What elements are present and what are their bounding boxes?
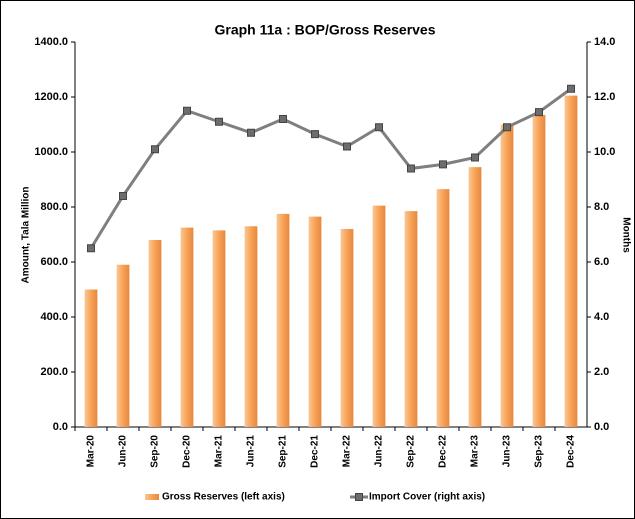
- line-marker: [279, 115, 287, 123]
- legend-swatch: [145, 494, 159, 500]
- line-marker: [119, 192, 127, 200]
- line-marker: [503, 123, 511, 132]
- x-tick-label: Sep-20: [150, 435, 161, 468]
- line-marker: [87, 244, 95, 253]
- x-tick-label: Jun-20: [118, 435, 129, 468]
- legend-label: Import Cover (right axis): [369, 492, 485, 503]
- y2-tick-label: 2.0: [594, 366, 609, 378]
- y2-axis-title: Months: [620, 217, 631, 253]
- x-tick-label: Mar-21: [214, 435, 225, 468]
- chart-title: Graph 11a : BOP/Gross Reserves: [215, 22, 436, 38]
- y-tick-label: 800.0: [40, 201, 68, 213]
- x-tick-label: Jun-23: [502, 435, 513, 468]
- line-marker: [439, 160, 447, 169]
- x-tick-label: Mar-20: [86, 435, 97, 468]
- x-tick-label: Dec-22: [438, 435, 449, 468]
- bar: [148, 240, 162, 427]
- line-marker: [151, 145, 159, 154]
- bar: [116, 264, 130, 427]
- y-tick-label: 600.0: [40, 256, 68, 268]
- y-tick-label: 1000.0: [34, 146, 68, 158]
- y-tick-label: 400.0: [40, 311, 68, 323]
- line-marker: [471, 153, 479, 162]
- x-tick-label: Jun-21: [246, 435, 257, 468]
- y-tick-label: 1200.0: [34, 91, 68, 103]
- x-tick-label: Mar-22: [342, 435, 353, 468]
- bar: [500, 124, 514, 427]
- y-axis-title: Amount, Tala Million: [21, 186, 32, 283]
- y2-tick-label: 6.0: [594, 256, 609, 268]
- line-marker: [183, 106, 191, 115]
- x-tick-label: Dec-24: [566, 435, 577, 468]
- line-marker: [311, 130, 319, 139]
- line-marker: [535, 108, 543, 117]
- line-marker: [407, 164, 415, 173]
- bar: [180, 227, 194, 427]
- y2-tick-label: 8.0: [594, 201, 609, 213]
- bar: [372, 205, 386, 427]
- x-tick-label: Sep-23: [534, 435, 545, 468]
- bar: [436, 189, 450, 427]
- bar: [244, 226, 258, 427]
- bar: [308, 216, 322, 427]
- y2-tick-label: 12.0: [594, 91, 615, 103]
- line-marker: [567, 84, 575, 93]
- x-tick-label: Sep-21: [278, 435, 289, 468]
- bar: [564, 95, 578, 427]
- x-tick-label: Jun-22: [374, 435, 385, 468]
- x-tick-label: Sep-22: [406, 435, 417, 468]
- bar: [212, 230, 226, 427]
- line: [89, 87, 572, 250]
- line-marker: [375, 123, 383, 132]
- bar: [84, 289, 98, 427]
- x-tick-label: Dec-21: [310, 435, 321, 468]
- legend-marker: [355, 493, 363, 501]
- y2-tick-label: 14.0: [594, 36, 615, 48]
- x-tick-label: Dec-20: [182, 435, 193, 468]
- line-marker: [343, 142, 351, 151]
- y-tick-label: 1400.0: [34, 36, 68, 48]
- line-marker: [247, 128, 255, 137]
- bar: [532, 114, 546, 427]
- y2-tick-label: 10.0: [594, 146, 615, 158]
- y2-tick-label: 0.0: [594, 421, 609, 433]
- y-tick-label: 200.0: [40, 366, 68, 378]
- bar: [340, 229, 354, 427]
- y-tick-label: 0.0: [53, 421, 68, 433]
- line-marker: [215, 117, 223, 126]
- bar: [468, 167, 482, 427]
- legend-label: Gross Reserves (left axis): [162, 492, 285, 503]
- bar: [404, 211, 418, 427]
- bar: [276, 213, 290, 427]
- y2-tick-label: 4.0: [594, 311, 609, 323]
- x-tick-label: Mar-23: [470, 435, 481, 468]
